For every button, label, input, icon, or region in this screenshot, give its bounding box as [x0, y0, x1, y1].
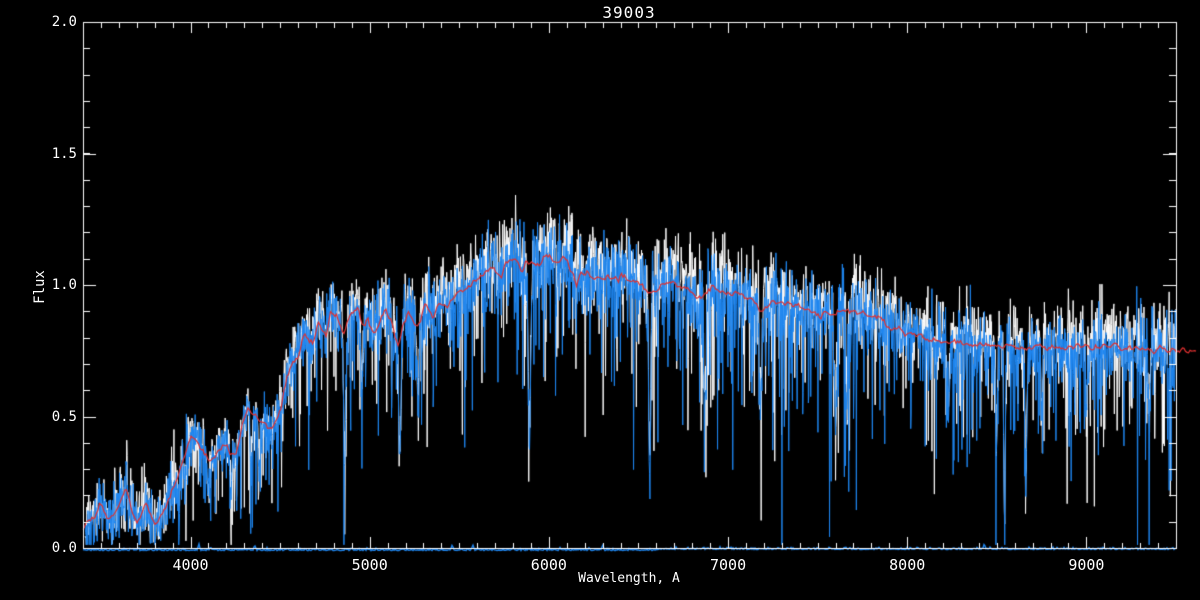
x-tick-label: 9000	[1068, 556, 1105, 574]
chart-title: 39003	[602, 3, 656, 22]
x-axis-title: Wavelength, A	[578, 571, 680, 586]
x-tick-label: 5000	[351, 556, 388, 574]
y-axis-title: Flux	[32, 270, 48, 304]
y-tick-label: 1.0	[51, 277, 77, 293]
y-tick-label: 0.5	[51, 408, 77, 425]
y-tick-label: 2.0	[51, 14, 77, 30]
x-tick-label: 6000	[530, 556, 567, 574]
y-tick-label: 0.0	[51, 540, 77, 556]
y-tick-label: 1.5	[51, 145, 77, 162]
x-tick-label: 4000	[172, 556, 209, 574]
x-tick-label: 8000	[889, 556, 926, 574]
x-tick-label: 7000	[709, 556, 747, 574]
